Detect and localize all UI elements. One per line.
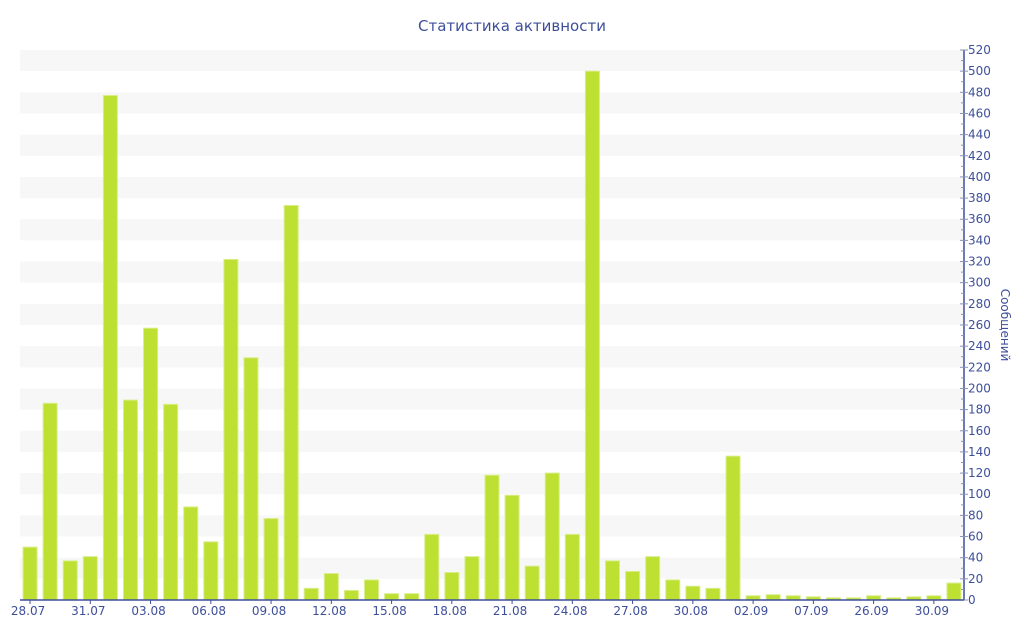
bar-12.08: [323, 573, 339, 601]
bar-21.08: [504, 494, 520, 601]
bar-05.08: [183, 506, 199, 601]
bar-31.07: [82, 556, 98, 601]
y-tick-label: 440: [968, 128, 991, 142]
x-tick-label: 26.09: [854, 604, 888, 618]
bar-17.08: [424, 533, 440, 601]
y-tick-label: 80: [968, 508, 983, 522]
bar-31.08: [705, 587, 721, 601]
bar-26.08: [605, 560, 621, 601]
y-tick-label: 260: [968, 318, 991, 332]
bar-03.08: [143, 327, 159, 601]
x-tick-label: 21.08: [493, 604, 527, 618]
bar-20.08: [484, 474, 500, 601]
grid-band: [20, 261, 964, 283]
bar-01.08: [102, 94, 118, 601]
y-tick-label: 500: [968, 64, 991, 78]
bar-28.07: [22, 546, 38, 601]
y-tick-label: 100: [968, 487, 991, 501]
y-tick-label: 300: [968, 276, 991, 290]
x-tick-label: 06.08: [192, 604, 226, 618]
y-tick-label: 380: [968, 191, 991, 205]
x-tick-label: 09.08: [252, 604, 286, 618]
y-tick-label: 420: [968, 149, 991, 163]
y-tick-label: 240: [968, 339, 991, 353]
bar-29.08: [665, 579, 681, 601]
bar-01.10: [946, 582, 962, 601]
bar-18.08: [444, 572, 460, 601]
y-tick-label: 0: [968, 593, 976, 607]
grid-band: [20, 50, 964, 72]
y-tick-label: 320: [968, 255, 991, 269]
y-tick-label: 400: [968, 170, 991, 184]
x-tick-label: 15.08: [372, 604, 406, 618]
bar-30.08: [685, 585, 701, 601]
bar-25.08: [584, 70, 600, 601]
grid-band: [20, 176, 964, 199]
grid-band: [20, 92, 964, 114]
y-tick-label: 360: [968, 212, 991, 226]
y-tick-label: 20: [968, 572, 983, 586]
y-tick-label: 460: [968, 106, 991, 120]
y-tick-label: 280: [968, 297, 991, 311]
x-tick-label: 30.09: [915, 604, 949, 618]
y-tick-label: 40: [968, 551, 983, 565]
bar-06.08: [203, 541, 219, 601]
bar-30.07: [62, 560, 78, 601]
y-tick-label: 180: [968, 403, 991, 417]
grid-band: [20, 346, 964, 368]
bar-13.08: [343, 589, 359, 601]
bar-15.08: [384, 593, 400, 601]
bar-01.09: [725, 455, 741, 601]
grid-band: [20, 219, 964, 241]
x-tick-label: 28.07: [11, 604, 45, 618]
x-tick-label: 18.08: [433, 604, 467, 618]
y-tick-label: 480: [968, 85, 991, 99]
y-tick-label: 160: [968, 424, 991, 438]
x-tick-label: 02.09: [734, 604, 768, 618]
y-tick-label: 200: [968, 381, 991, 395]
chart-title: Статистика активности: [418, 17, 606, 35]
bar-22.08: [524, 565, 540, 601]
bar-10.08: [283, 204, 299, 601]
bar-28.08: [645, 556, 661, 601]
x-tick-label: 31.07: [71, 604, 105, 618]
bar-03.09: [765, 594, 781, 601]
bar-08.08: [243, 357, 259, 601]
bar-27.08: [625, 570, 641, 601]
bar-07.08: [223, 258, 239, 601]
y-tick-label: 60: [968, 530, 983, 544]
y-tick-label: 220: [968, 360, 991, 374]
y-tick-label: 140: [968, 445, 991, 459]
y-tick-label: 340: [968, 233, 991, 247]
x-tick-label: 24.08: [553, 604, 587, 618]
x-tick-label: 03.08: [131, 604, 165, 618]
x-tick-label: 30.08: [674, 604, 708, 618]
y-axis-label: Сообщений: [998, 289, 1012, 362]
grid-band: [20, 430, 964, 452]
grid-band: [20, 303, 964, 325]
y-tick-label: 120: [968, 466, 991, 480]
x-tick-label: 07.09: [794, 604, 828, 618]
bar-02.08: [122, 399, 138, 601]
bar-23.08: [544, 472, 560, 601]
grid-band: [20, 134, 964, 156]
bar-24.08: [564, 533, 580, 601]
bar-16.08: [404, 593, 420, 601]
bar-04.08: [163, 403, 179, 601]
y-tick-label: 520: [968, 43, 991, 57]
bar-29.07: [42, 402, 58, 601]
x-tick-label: 12.08: [312, 604, 346, 618]
grid-band: [20, 388, 964, 410]
bar-14.08: [363, 579, 379, 601]
bar-19.08: [464, 556, 480, 601]
bar-09.08: [263, 518, 279, 601]
x-tick-label: 27.08: [613, 604, 647, 618]
bar-11.08: [303, 587, 319, 601]
